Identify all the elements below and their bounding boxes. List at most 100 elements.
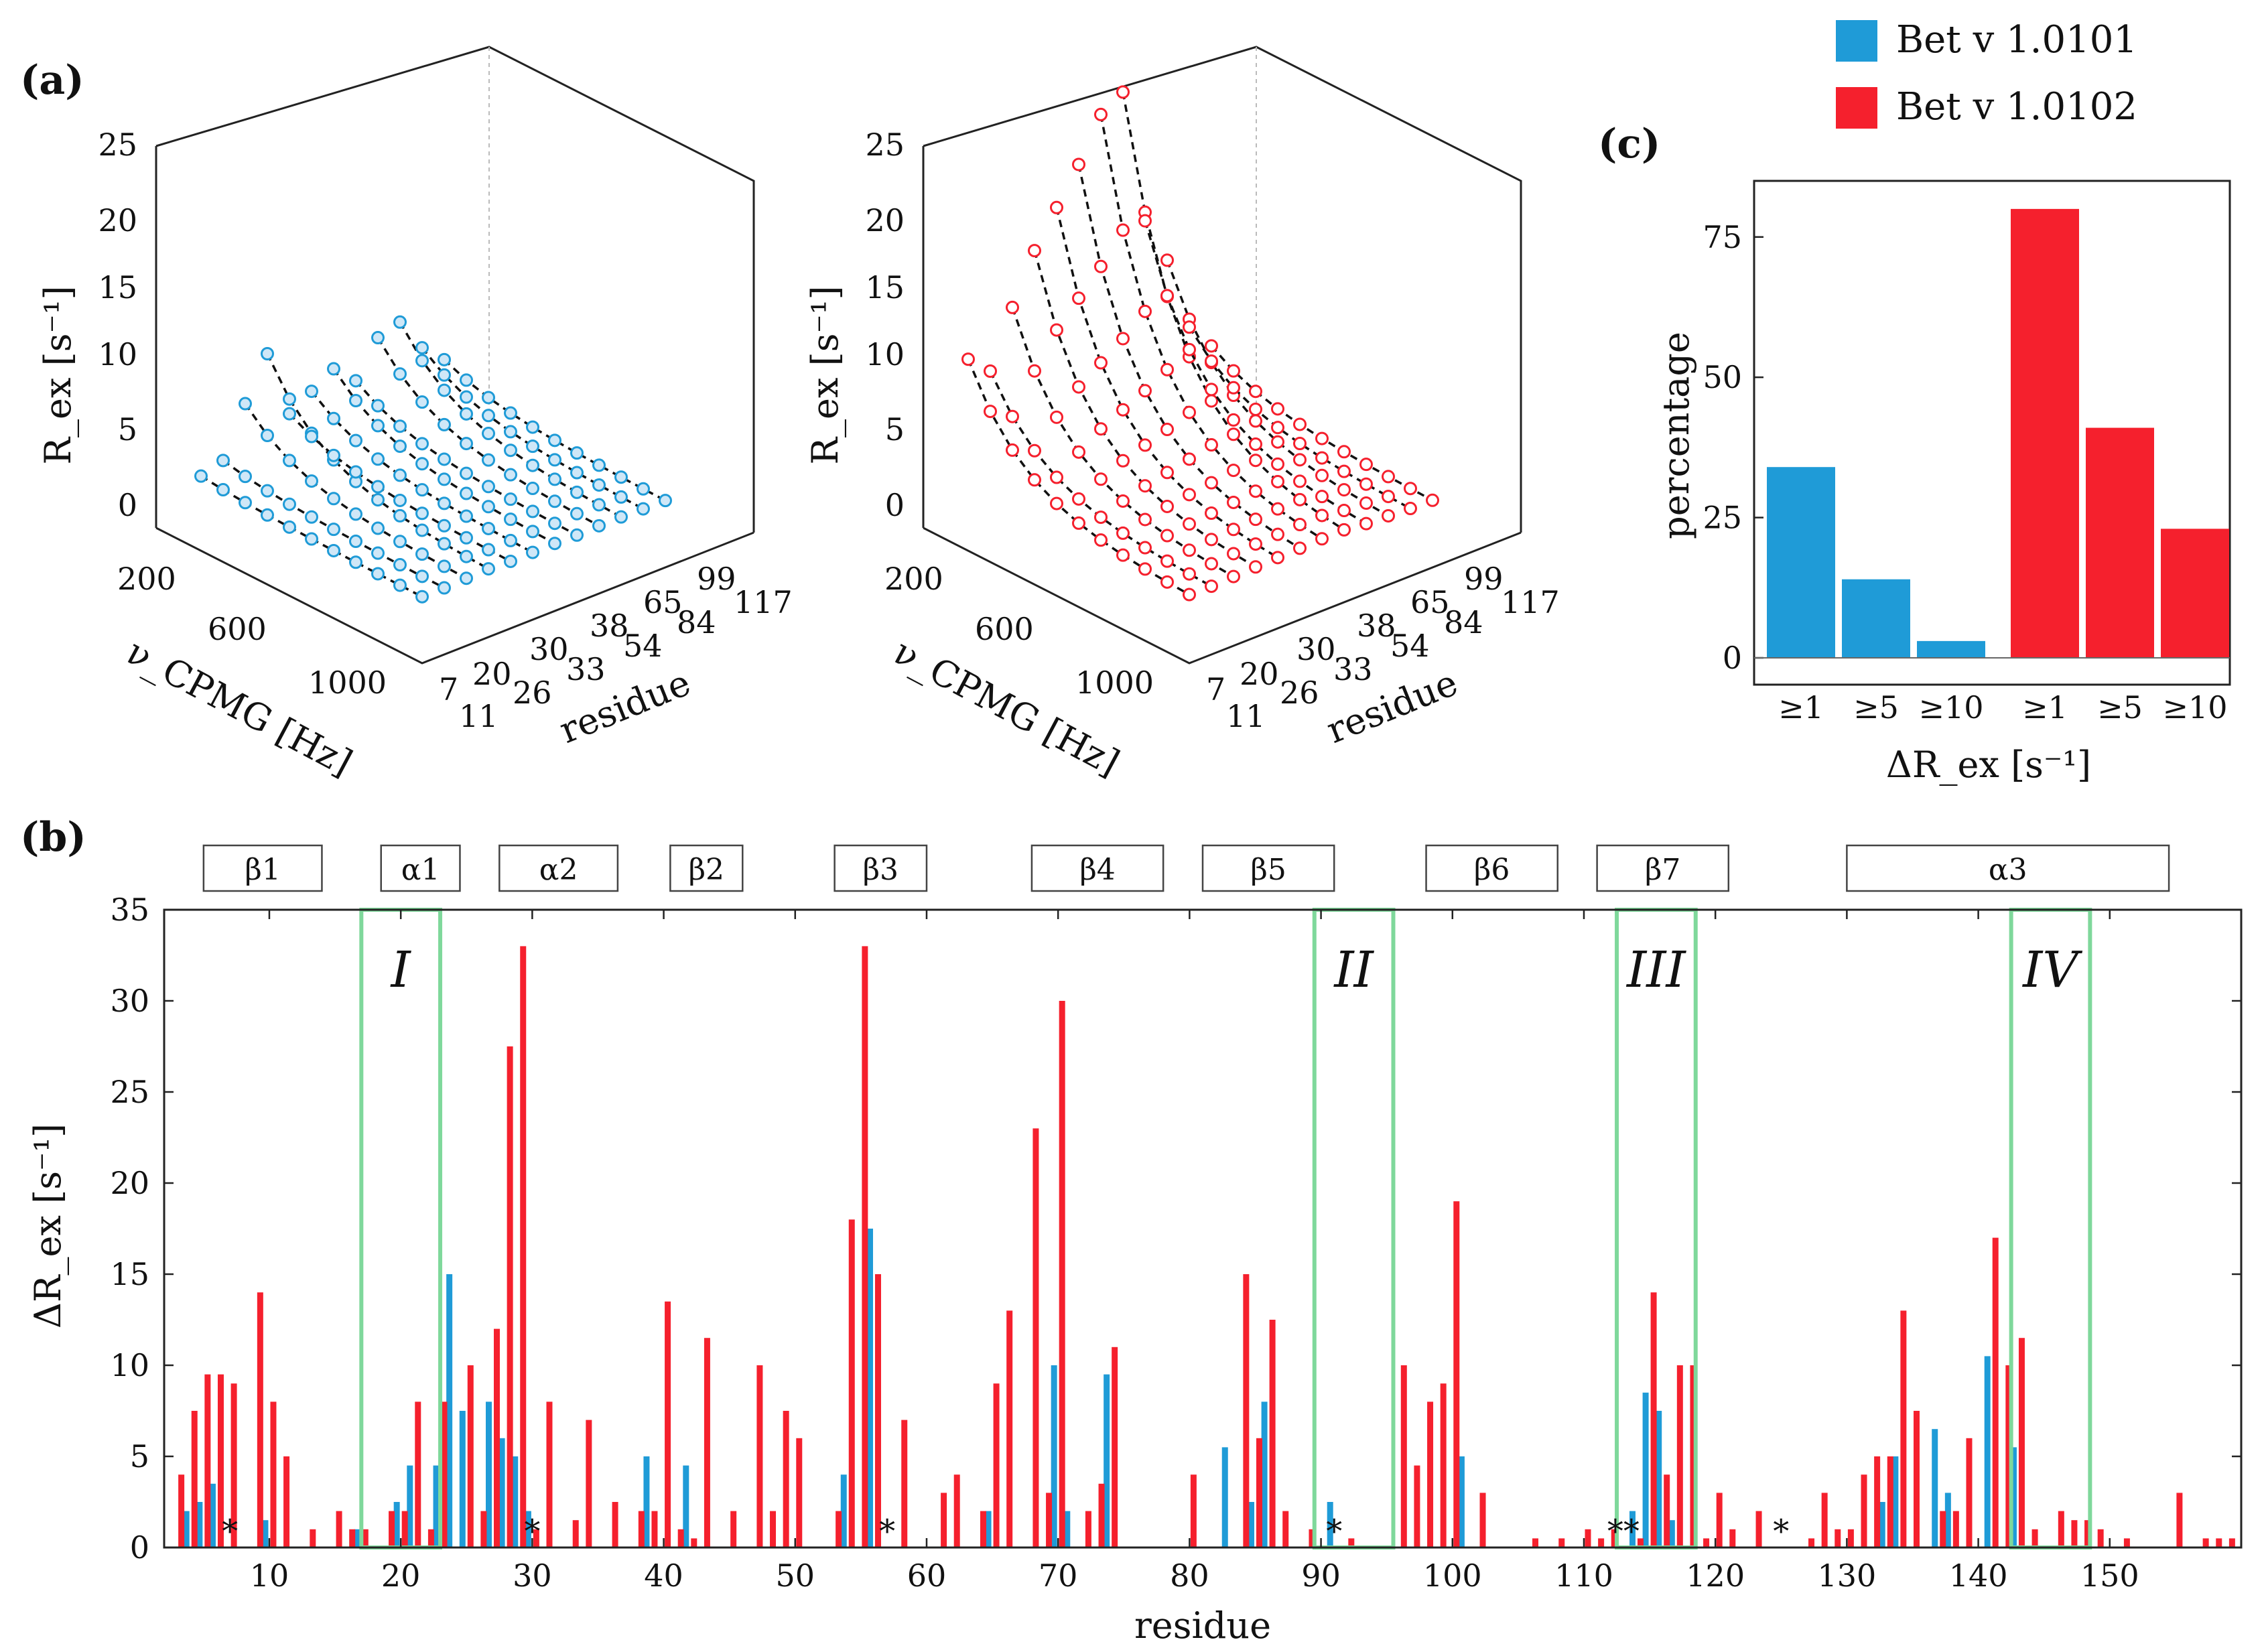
fit-curve-residue-117 <box>443 358 666 502</box>
rex-point-residue-38 <box>371 419 385 433</box>
x-axis-label: ΔR_ex [s⁻¹] <box>1886 744 2091 786</box>
x-tick-label: ≥1 <box>2022 689 2068 726</box>
z-tick: 20 <box>98 202 137 238</box>
bar-residue-3-0102 <box>178 1474 185 1547</box>
rex-point-residue-38 <box>548 537 561 551</box>
rex-point-residue-65 <box>570 506 584 521</box>
bar-residue-114-0102 <box>1637 1538 1644 1547</box>
rex-point-residue-30 <box>482 543 495 557</box>
rex-point-residue-65 <box>415 395 429 409</box>
rex-point-residue-84 <box>526 458 539 472</box>
bar-residue-116-0101 <box>1656 1411 1662 1547</box>
rex-point-residue-11 <box>216 454 230 468</box>
rex-point-residue-117 <box>504 406 517 420</box>
unassigned-marker: * <box>222 1513 238 1550</box>
residue-tick: 30 <box>1296 631 1336 667</box>
rex-point-residue-30 <box>1116 403 1130 417</box>
rex-point-residue-117 <box>1315 431 1329 445</box>
panel-a-left-chart: 0 5 10 15 20 25 R_ex [s⁻¹] 200 600 1000 … <box>37 46 793 784</box>
bar-residue-129-0102 <box>1835 1529 1841 1547</box>
x-tick-label: 20 <box>381 1558 421 1594</box>
bar-residue-68-0102 <box>1032 1128 1039 1547</box>
bar-residue-137-0101 <box>1932 1429 1938 1547</box>
ss-box <box>834 844 928 892</box>
rex-point-residue-11 <box>283 497 296 511</box>
rex-point-residue-33 <box>349 433 362 448</box>
rex-point-residue-11 <box>239 470 252 484</box>
legend: Bet v 1.0101 Bet v 1.0102 <box>1836 18 2137 129</box>
residue-tick: 33 <box>566 651 606 687</box>
x-tick-label: 50 <box>775 1558 815 1594</box>
rex-point-residue-26 <box>1028 244 1041 258</box>
rex-point-residue-7 <box>305 532 318 546</box>
x-tick-label: 140 <box>1949 1558 2008 1594</box>
x-tick-label: 70 <box>1039 1558 1078 1594</box>
bar-residue-71-0101 <box>1064 1511 1071 1547</box>
bar-residue-43-0102 <box>704 1338 710 1547</box>
x-tick-label: ≥10 <box>2162 689 2227 726</box>
fit-curve-residue-99 <box>421 346 644 510</box>
rex-point-residue-20 <box>1205 557 1218 571</box>
bar-residue-9-0102 <box>257 1292 263 1547</box>
bar-residue-21-0102 <box>415 1401 421 1547</box>
rex-point-residue-11 <box>1183 567 1196 581</box>
ss-label: α3 <box>1989 853 2027 887</box>
rex-point-residue-30 <box>1183 488 1196 502</box>
rex-point-residue-11 <box>1138 541 1152 555</box>
rex-point-residue-99 <box>1359 477 1373 491</box>
rex-point-residue-84 <box>1160 253 1174 267</box>
panel-label-b: (b) <box>20 814 86 861</box>
bar-residue-29-0102 <box>520 946 527 1547</box>
rex-point-residue-99 <box>482 409 495 423</box>
rex-point-residue-30 <box>393 493 407 507</box>
rex-point-residue-33 <box>1160 423 1174 437</box>
bar-residue-157-0102 <box>2202 1538 2209 1547</box>
rex-point-residue-7 <box>1050 496 1063 510</box>
rex-point-residue-117 <box>1205 339 1218 353</box>
rex-point-residue-20 <box>438 559 451 573</box>
bar-residue-61-0102 <box>941 1493 947 1547</box>
rex-point-residue-11 <box>371 546 385 560</box>
bar-residue-108-0102 <box>1558 1538 1565 1547</box>
rex-point-residue-26 <box>393 508 407 523</box>
rex-point-residue-33 <box>1249 512 1262 527</box>
rex-point-residue-26 <box>261 346 274 360</box>
residue-tick: 65 <box>643 584 683 620</box>
rex-point-residue-99 <box>1227 381 1240 395</box>
rex-point-residue-11 <box>1160 554 1174 568</box>
bar-residue-56-0102 <box>874 1274 881 1547</box>
fit-curve-residue-65 <box>1144 220 1367 525</box>
bar-residue-158-0102 <box>2216 1538 2222 1547</box>
nu-tick: 1000 <box>308 665 387 701</box>
rex-point-residue-26 <box>1138 479 1152 493</box>
rex-point-residue-54 <box>1337 523 1351 537</box>
bar-0101-≥1 <box>1767 467 1835 658</box>
bar-residue-65-0101 <box>985 1511 992 1547</box>
rex-point-residue-54 <box>371 399 385 413</box>
ss-box <box>380 844 461 892</box>
rex-point-residue-20 <box>305 474 318 488</box>
rex-point-residue-7 <box>239 496 252 510</box>
rex-point-residue-7 <box>393 578 407 592</box>
bar-0101-≥5 <box>1842 579 1910 658</box>
bar-residue-47-0102 <box>756 1365 763 1547</box>
bar-residue-28-0101 <box>498 1438 505 1547</box>
bar-residue-97-0102 <box>1414 1465 1420 1547</box>
rex-point-residue-54 <box>1293 492 1307 506</box>
legend-label-0102: Bet v 1.0102 <box>1896 85 2137 129</box>
bar-residue-89-0102 <box>1309 1529 1315 1547</box>
bar-0101-≥10 <box>1917 640 1985 658</box>
rex-point-residue-84 <box>415 354 429 368</box>
bar-residue-25-0101 <box>459 1411 466 1547</box>
bar-residue-36-0102 <box>612 1502 618 1547</box>
rex-point-residue-20 <box>349 507 362 521</box>
rex-point-residue-65 <box>1315 490 1329 504</box>
rex-point-residue-7 <box>1116 548 1130 562</box>
bar-residue-54-0101 <box>840 1474 847 1547</box>
ss-box <box>202 844 323 892</box>
rex-point-residue-99 <box>460 390 473 404</box>
bar-residue-151-0102 <box>2123 1538 2130 1547</box>
rex-point-residue-117 <box>1293 417 1307 431</box>
rex-point-residue-99 <box>614 490 628 504</box>
rex-point-residue-99 <box>504 425 517 439</box>
